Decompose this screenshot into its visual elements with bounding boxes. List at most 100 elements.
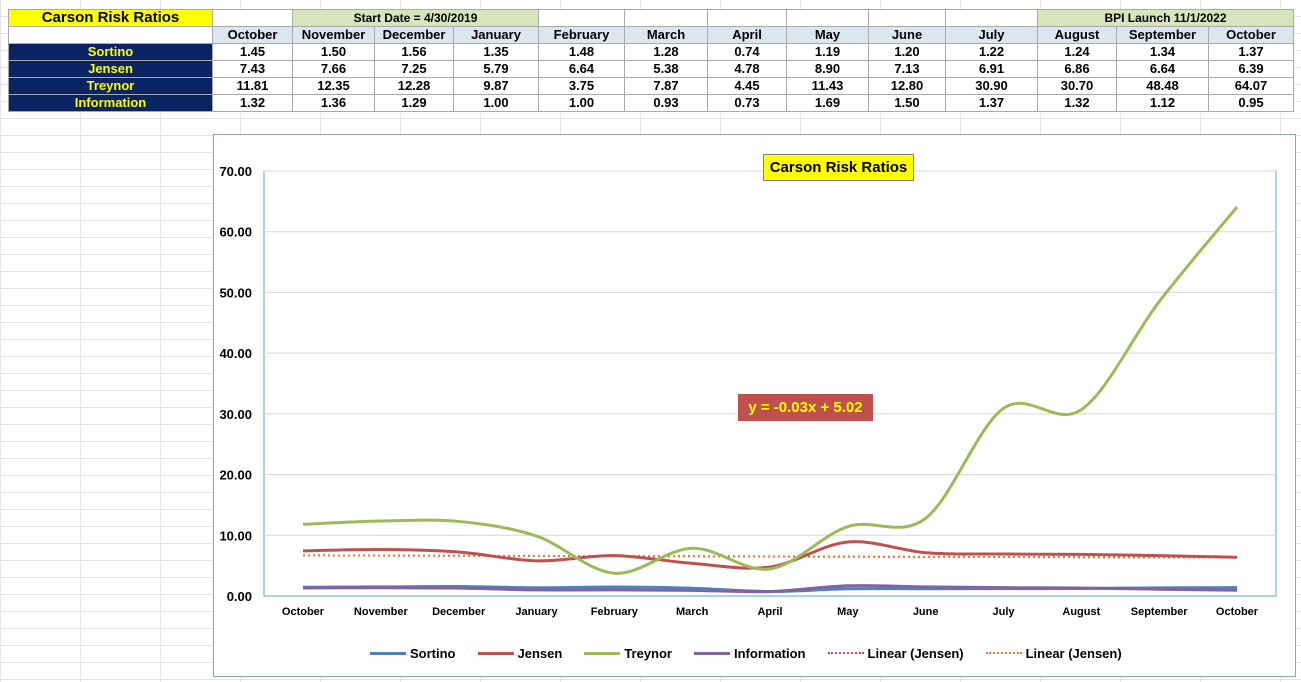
table-row-treynor: Treynor 11.81 12.35 12.28 9.87 3.75 7.87… bbox=[8, 77, 1294, 95]
month-header[interactable]: October bbox=[212, 26, 293, 44]
value-cell[interactable]: 1.45 bbox=[212, 43, 293, 61]
chart-legend[interactable]: Sortino Jensen Treynor Information Linea… bbox=[370, 644, 1144, 662]
month-header[interactable]: February bbox=[538, 26, 625, 44]
month-header[interactable]: May bbox=[786, 26, 869, 44]
value-cell[interactable]: 6.86 bbox=[1037, 60, 1117, 78]
value-cell[interactable]: 1.50 bbox=[868, 94, 946, 112]
value-cell[interactable]: 1.34 bbox=[1116, 43, 1209, 61]
value-cell[interactable]: 1.37 bbox=[945, 94, 1038, 112]
legend-swatch bbox=[694, 651, 730, 655]
value-cell[interactable]: 8.90 bbox=[786, 60, 869, 78]
legend-label: Sortino bbox=[410, 645, 456, 661]
legend-swatch bbox=[827, 652, 864, 654]
value-cell[interactable]: 0.73 bbox=[707, 94, 787, 112]
empty-cell[interactable] bbox=[945, 9, 1038, 27]
value-cell[interactable]: 1.37 bbox=[1208, 43, 1294, 61]
trendline-linear-jensen bbox=[302, 554, 1238, 559]
legend-label: Linear (Jensen) bbox=[867, 645, 964, 661]
legend-swatch bbox=[985, 652, 1022, 654]
y-tick-label: 70.00 bbox=[219, 164, 252, 179]
empty-cell[interactable] bbox=[707, 9, 787, 27]
value-cell[interactable]: 1.12 bbox=[1116, 94, 1209, 112]
table-row-sortino: Sortino 1.45 1.50 1.56 1.35 1.48 1.28 0.… bbox=[8, 43, 1294, 61]
x-tick-label: August bbox=[1062, 606, 1100, 618]
plot-area-border bbox=[263, 170, 1277, 597]
launch-note[interactable]: BPI Launch 11/1/2022 bbox=[1037, 9, 1294, 27]
value-cell[interactable]: 1.29 bbox=[374, 94, 454, 112]
empty-cell[interactable] bbox=[212, 9, 293, 27]
x-tick-label: November bbox=[354, 606, 409, 618]
legend-label: Treynor bbox=[624, 645, 672, 661]
table-row-information: Information 1.32 1.36 1.29 1.00 1.00 0.9… bbox=[8, 94, 1294, 112]
chart-title[interactable]: Carson Risk Ratios bbox=[763, 154, 914, 181]
value-cell[interactable]: 7.66 bbox=[292, 60, 375, 78]
x-tick-label: September bbox=[1131, 606, 1189, 618]
value-cell[interactable]: 30.70 bbox=[1037, 77, 1117, 95]
value-cell[interactable]: 6.39 bbox=[1208, 60, 1294, 78]
y-tick-label: 0.00 bbox=[227, 589, 252, 604]
value-cell[interactable]: 1.20 bbox=[868, 43, 946, 61]
month-header[interactable]: January bbox=[453, 26, 539, 44]
empty-cell[interactable] bbox=[868, 9, 946, 27]
value-cell[interactable]: 1.22 bbox=[945, 43, 1038, 61]
value-cell[interactable]: 5.79 bbox=[453, 60, 539, 78]
value-cell[interactable]: 30.90 bbox=[945, 77, 1038, 95]
value-cell[interactable]: 0.74 bbox=[707, 43, 787, 61]
trendline-equation-label[interactable]: y = -0.03x + 5.02 bbox=[738, 394, 873, 421]
value-cell[interactable]: 6.64 bbox=[1116, 60, 1209, 78]
risk-ratios-table: Carson Risk Ratios Start Date = 4/30/201… bbox=[8, 9, 1294, 112]
legend-label: Linear (Jensen) bbox=[1025, 645, 1122, 661]
row-label[interactable]: Sortino bbox=[8, 43, 213, 61]
value-cell[interactable]: 1.32 bbox=[212, 94, 293, 112]
value-cell[interactable]: 5.38 bbox=[624, 60, 708, 78]
month-header[interactable]: July bbox=[945, 26, 1038, 44]
legend-label: Information bbox=[734, 645, 806, 661]
value-cell[interactable]: 11.81 bbox=[212, 77, 293, 95]
x-tick-label: May bbox=[837, 606, 859, 618]
value-cell[interactable]: 1.00 bbox=[453, 94, 539, 112]
value-cell[interactable]: 1.19 bbox=[786, 43, 869, 61]
row-label[interactable]: Jensen bbox=[8, 60, 213, 78]
empty-cell[interactable] bbox=[8, 26, 213, 44]
value-cell[interactable]: 7.87 bbox=[624, 77, 708, 95]
value-cell[interactable]: 1.35 bbox=[453, 43, 539, 61]
row-label[interactable]: Information bbox=[8, 94, 213, 112]
y-tick-label: 20.00 bbox=[219, 468, 252, 483]
value-cell[interactable]: 4.78 bbox=[707, 60, 787, 78]
value-cell[interactable]: 1.00 bbox=[538, 94, 625, 112]
empty-cell[interactable] bbox=[624, 9, 708, 27]
value-cell[interactable]: 48.48 bbox=[1116, 77, 1209, 95]
legend-item-information[interactable]: Information bbox=[694, 646, 806, 661]
x-tick-label: December bbox=[432, 606, 486, 618]
value-cell[interactable]: 7.43 bbox=[212, 60, 293, 78]
series-line-information bbox=[302, 584, 1238, 594]
legend-item-treynor[interactable]: Treynor bbox=[584, 646, 672, 661]
value-cell[interactable]: 12.35 bbox=[292, 77, 375, 95]
x-tick-label: July bbox=[992, 606, 1015, 618]
row-label[interactable]: Treynor bbox=[8, 77, 213, 95]
value-cell[interactable]: 0.93 bbox=[624, 94, 708, 112]
value-cell[interactable]: 1.50 bbox=[292, 43, 375, 61]
series-line-treynor bbox=[302, 206, 1239, 575]
value-cell[interactable]: 0.95 bbox=[1208, 94, 1294, 112]
series-line-jensen bbox=[302, 540, 1238, 570]
legend-item-linear-jensen[interactable]: Linear (Jensen) bbox=[827, 645, 964, 661]
x-tick-label: February bbox=[591, 606, 639, 618]
value-cell[interactable]: 7.25 bbox=[374, 60, 454, 78]
value-cell[interactable]: 1.69 bbox=[786, 94, 869, 112]
legend-item-sortino[interactable]: Sortino bbox=[370, 646, 456, 661]
x-tick-label: June bbox=[913, 606, 939, 618]
y-tick-label: 30.00 bbox=[219, 407, 252, 422]
y-tick-label: 60.00 bbox=[219, 225, 252, 240]
legend-item-jensen[interactable]: Jensen bbox=[477, 645, 563, 661]
value-cell[interactable]: 12.80 bbox=[868, 77, 946, 95]
month-header[interactable]: April bbox=[707, 26, 787, 44]
value-cell[interactable]: 11.43 bbox=[786, 77, 869, 95]
legend-label: Jensen bbox=[517, 645, 563, 661]
empty-cell[interactable] bbox=[786, 9, 869, 27]
value-cell[interactable]: 12.28 bbox=[374, 77, 454, 95]
value-cell[interactable]: 1.32 bbox=[1037, 94, 1117, 112]
month-header[interactable]: August bbox=[1037, 26, 1117, 44]
value-cell[interactable]: 9.87 bbox=[453, 77, 539, 95]
legend-item-linear-jensen-2[interactable]: Linear (Jensen) bbox=[985, 645, 1122, 661]
